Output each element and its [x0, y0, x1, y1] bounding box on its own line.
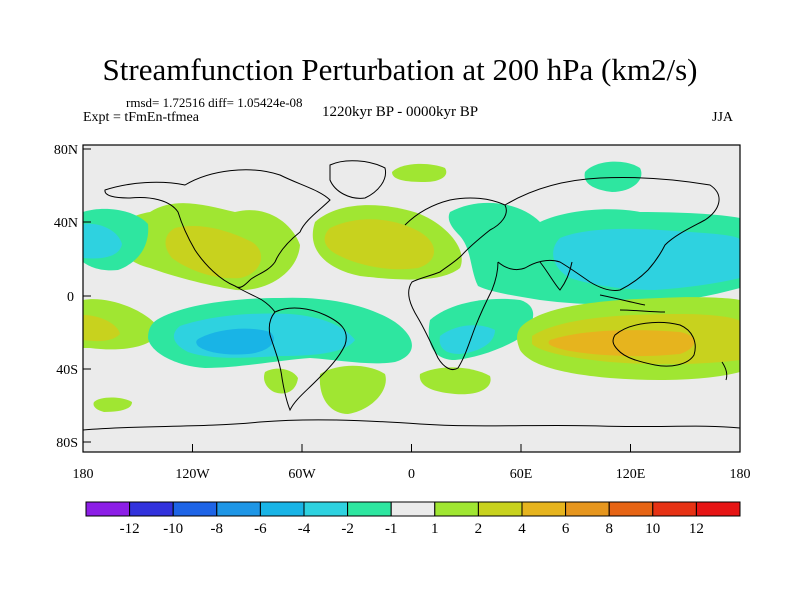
lat-label: 80N	[54, 143, 78, 158]
lon-label: 0	[408, 467, 415, 482]
colorbar-swatch	[303, 501, 349, 517]
lon-label: 180	[73, 467, 94, 482]
lon-label: 120E	[616, 467, 646, 482]
colorbar-label: -10	[163, 521, 183, 537]
lat-label: 40N	[54, 216, 78, 231]
contour-positive-region	[392, 163, 447, 182]
lon-label: 120W	[175, 467, 210, 482]
coastline-antarctica	[83, 419, 740, 431]
colorbar-swatch	[695, 501, 741, 517]
colorbar-label: -2	[341, 521, 354, 537]
lat-label: 40S	[56, 363, 78, 378]
coastline-central-america	[234, 285, 276, 313]
latitude-ticks	[83, 148, 91, 443]
colorbar-swatch	[172, 501, 218, 517]
colorbar-swatch	[259, 501, 305, 517]
colorbar-label: -1	[385, 521, 398, 537]
colorbar-label: 8	[605, 521, 613, 537]
chart-title: Streamfunction Perturbation at 200 hPa (…	[102, 52, 698, 87]
colorbar-swatch	[129, 501, 174, 517]
coastline-south-america	[268, 307, 347, 412]
season-label: JJA	[712, 110, 734, 125]
coastline-australia	[612, 321, 696, 367]
experiment-label: Expt = tFmEn-tfmea	[83, 110, 199, 125]
contour-positive-region	[419, 367, 491, 395]
colorbar-swatch	[216, 501, 261, 517]
contour-negative-region	[196, 328, 274, 355]
longitude-ticks	[82, 444, 741, 452]
longitude-labels: 180 120W 60W 0 60E 120E 180	[73, 467, 751, 482]
colorbar-swatch	[565, 501, 610, 517]
lon-label: 60E	[510, 467, 533, 482]
contour-negative-region	[439, 325, 495, 354]
contour-positive-region	[264, 368, 298, 394]
contour-negative-region	[584, 161, 642, 192]
coastlines	[83, 160, 740, 431]
colorbar-label: 1	[431, 521, 439, 537]
colorbar-label: 4	[518, 521, 526, 537]
stats-label: rmsd= 1.72516 diff= 1.05424e-08	[126, 95, 303, 110]
lat-label: 80S	[56, 436, 78, 451]
colorbar-label: -6	[254, 521, 267, 537]
contour-negative-region	[553, 228, 740, 290]
coastline-indonesia	[599, 294, 666, 313]
colorbar-label: 6	[562, 521, 570, 537]
coastline-asia	[497, 176, 720, 291]
contour-positive-region	[83, 315, 120, 342]
colorbar-swatch	[521, 501, 567, 517]
colorbar-swatch	[390, 501, 436, 517]
contour-fields	[83, 161, 740, 414]
coastline-greenland	[329, 160, 387, 199]
colorbar-label: -4	[298, 521, 311, 537]
colorbar-swatch	[608, 501, 654, 517]
colorbar-swatch	[434, 501, 479, 517]
coastline-north-america	[104, 169, 331, 288]
colorbar-label: 10	[645, 521, 660, 537]
lon-label: 60W	[288, 467, 316, 482]
period-label: 1220kyr BP - 0000kyr BP	[322, 104, 479, 120]
contour-positive-region	[319, 365, 386, 414]
contour-negative-region	[83, 223, 122, 259]
colorbar-swatch	[477, 501, 523, 517]
colorbar: -12 -10 -8 -6 -4 -2 -1 1 2 4 6 8 10 12	[85, 501, 741, 537]
contour-positive-region	[324, 219, 435, 270]
colorbar-swatch	[347, 501, 392, 517]
coastline-india	[539, 261, 573, 291]
colorbar-label: -8	[211, 521, 224, 537]
contour-positive-region	[548, 330, 695, 357]
colorbar-swatch	[85, 501, 131, 517]
lon-label: 180	[730, 467, 751, 482]
colorbar-swatch	[652, 501, 697, 517]
lat-label: 0	[67, 290, 74, 305]
colorbar-label: 2	[475, 521, 483, 537]
colorbar-label: -12	[120, 521, 140, 537]
colorbar-label: 12	[689, 521, 704, 537]
coastline-new-zealand	[721, 361, 728, 381]
contour-positive-region	[93, 397, 132, 412]
latitude-labels: 80N 40N 0 40S 80S	[54, 143, 78, 451]
